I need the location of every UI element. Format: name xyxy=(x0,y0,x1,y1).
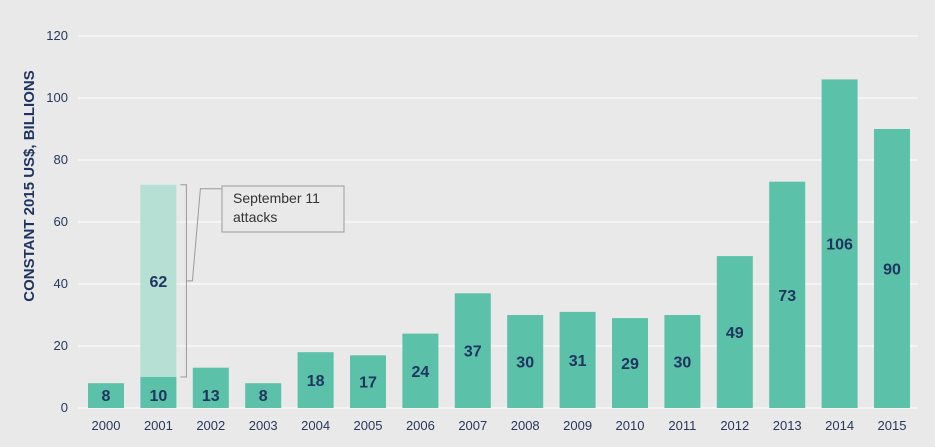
bar-value-label: 106 xyxy=(826,237,853,254)
x-tick-label: 2013 xyxy=(773,418,802,433)
bar xyxy=(402,333,439,408)
annotation-bracket xyxy=(180,184,222,378)
bar-value-label: 10 xyxy=(150,388,168,405)
bar xyxy=(297,352,334,408)
x-tick-label: 2005 xyxy=(354,418,383,433)
bar-value-label: 90 xyxy=(883,262,901,279)
bar-value-label: 18 xyxy=(307,373,325,390)
bar-value-label: 30 xyxy=(674,355,692,372)
y-axis-label: CONSTANT 2015 US$, BILLIONS xyxy=(21,70,38,301)
y-tick-label: 120 xyxy=(46,28,68,43)
bar xyxy=(612,318,648,408)
bar xyxy=(559,311,596,408)
annotation-box xyxy=(221,185,345,233)
bar-value-label: 17 xyxy=(359,375,377,392)
x-tick-label: 2015 xyxy=(878,418,907,433)
x-tick-label: 2011 xyxy=(668,418,696,433)
bar-segment-extra xyxy=(140,184,177,377)
x-tick-label: 2007 xyxy=(458,418,487,433)
y-axis-ticks: 0 20 40 60 80 100 120 xyxy=(46,28,68,415)
bar xyxy=(769,181,806,408)
bar-value-label: 31 xyxy=(569,353,587,370)
x-tick-label: 2000 xyxy=(92,418,121,433)
bar-value-label: 30 xyxy=(516,355,534,372)
bar xyxy=(140,377,177,408)
annotation-text-line-1: September 11 xyxy=(233,190,320,206)
y-tick-label: 0 xyxy=(61,400,68,415)
bar xyxy=(192,367,229,408)
x-axis-ticks: 2000 2001 2002 2003 2004 2005 2006 2007 2008 2009… xyxy=(92,418,907,433)
bar-value-label: 13 xyxy=(202,388,220,405)
data-labels: 8 10 62 13 8 18 17 24 37 30 31 29 30 49 73 106 90 xyxy=(102,237,901,405)
bar xyxy=(821,79,858,409)
x-tick-label: 2002 xyxy=(196,418,225,433)
y-tick-label: 20 xyxy=(54,338,68,353)
x-tick-label: 2012 xyxy=(720,418,749,433)
x-tick-label: 2008 xyxy=(511,418,540,433)
bar-value-label: 49 xyxy=(726,325,744,342)
y-tick-label: 80 xyxy=(54,152,68,167)
bar xyxy=(350,355,386,408)
x-tick-label: 2009 xyxy=(563,418,592,433)
bar xyxy=(874,129,910,408)
bar xyxy=(664,315,701,408)
y-tick-label: 60 xyxy=(54,214,68,229)
x-tick-label: 2014 xyxy=(825,418,854,433)
annotation: September 11 attacks xyxy=(180,184,345,378)
x-tick-label: 2003 xyxy=(249,418,278,433)
gridlines xyxy=(78,35,918,409)
x-tick-label: 2006 xyxy=(406,418,435,433)
x-tick-label: 2004 xyxy=(301,418,330,433)
x-tick-label: 2010 xyxy=(616,418,645,433)
y-tick-label: 40 xyxy=(54,276,68,291)
bars xyxy=(88,79,910,409)
bar xyxy=(454,293,491,408)
y-tick-label: 100 xyxy=(46,90,68,105)
bar-value-label: 29 xyxy=(621,356,639,373)
bar xyxy=(88,383,124,408)
bar-value-label: 73 xyxy=(778,288,796,305)
x-tick-label: 2001 xyxy=(144,418,173,433)
bar-value-label: 8 xyxy=(102,388,111,405)
annotation-text-line-2: attacks xyxy=(233,209,277,225)
bar-value-label-extra: 62 xyxy=(150,274,168,291)
bar xyxy=(716,256,753,408)
bar-value-label: 8 xyxy=(259,388,268,405)
bar-value-label: 24 xyxy=(412,364,430,381)
bar xyxy=(507,315,544,408)
bar-value-label: 37 xyxy=(464,344,482,361)
bar xyxy=(245,383,282,408)
